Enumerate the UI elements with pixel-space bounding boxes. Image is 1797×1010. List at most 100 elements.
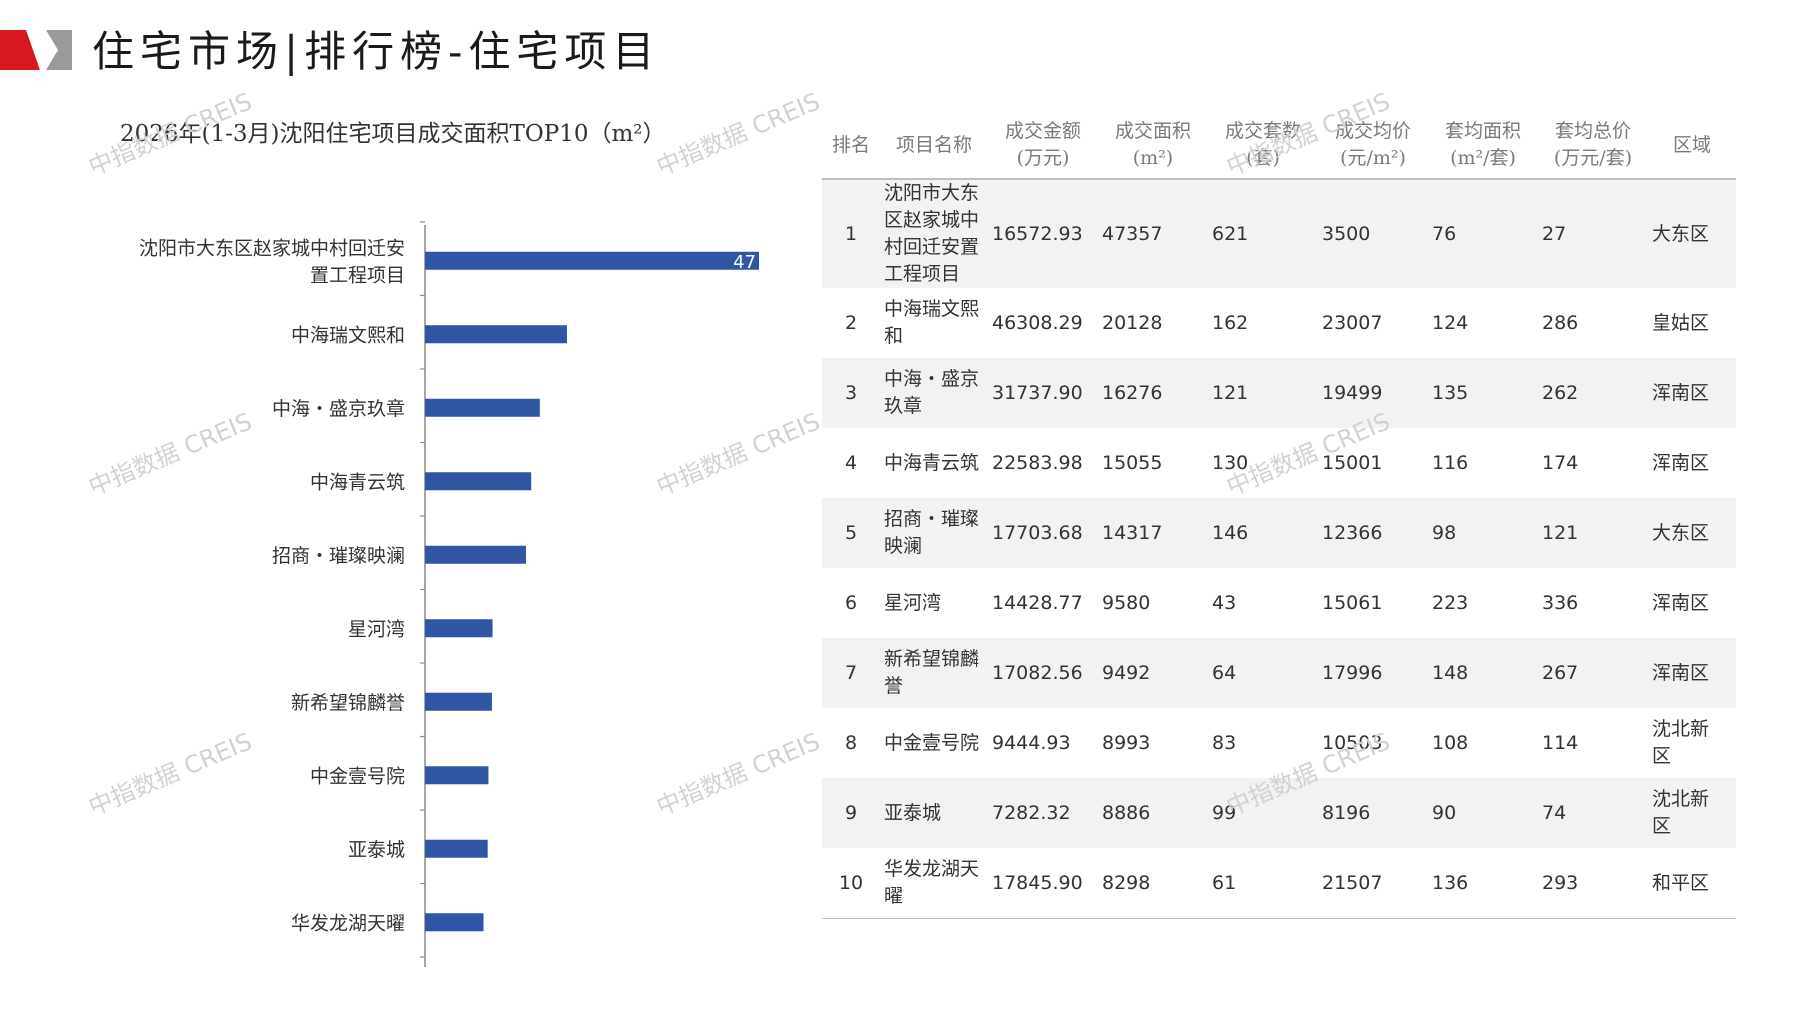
cell-name: 招商・璀璨 映澜 [880,498,988,568]
cell-price: 21507 [1318,848,1428,919]
cell-area: 8993 [1102,732,1151,754]
cell-rank: 4 [844,452,858,474]
cell-rank: 6 [844,592,858,614]
table-row: 10 华发龙湖天曜 17845.90 8298 61 21507 136 293 和平区 [822,848,1736,919]
cell-region: 沈北新区 [1648,778,1736,848]
column-header: 区域 [1648,110,1736,180]
cell-units: 64 [1208,638,1318,708]
cell-avg-area: 108 [1432,732,1469,754]
cell-region: 和平区 [1648,848,1736,919]
category-label: 沈阳市大东区赵家城中村回迁安 [139,237,405,259]
category-label: 华发龙湖天曜 [291,912,405,934]
ranking-table: 排名 项目名称 成交金额 (万元) 成交面积 (m²) 成交套数 (套) 成交均价 (元/m²) 套… [822,110,1736,919]
cell-units: 61 [1208,848,1318,919]
cell-region: 大东区 [1648,179,1736,288]
cell-avg-total: 74 [1538,778,1648,848]
cell-region: 浑南区 [1648,638,1736,708]
cell-area: 14317 [1098,498,1208,568]
cell-units: 162 [1212,312,1249,334]
cell-avg-total: 293 [1538,848,1648,919]
cell-price: 15061 [1322,592,1383,614]
cell-amount: 17703.68 [988,498,1098,568]
column-header: 成交金额 (万元) [988,110,1098,180]
bar-4 [425,472,532,491]
bar-8 [425,766,489,785]
column-header: 排名 [822,110,880,180]
cell-amount: 14428.77 [992,592,1083,614]
cell-name: 中海瑞文熙和 [884,298,980,347]
cell-avg-area: 116 [1432,452,1469,474]
cell-rank: 3 [822,358,880,428]
cell-rank: 10 [822,848,880,919]
cell-avg-total: 262 [1538,358,1648,428]
column-header: 成交套数 (套) [1208,110,1318,180]
cell-region: 沈北新区 [1652,718,1710,767]
cell-price: 10503 [1322,732,1383,754]
cell-name: 星河湾 [884,591,942,614]
cell-name: 华发龙湖天曜 [880,848,988,919]
cell-area: 9580 [1102,592,1151,614]
bar-7 [425,692,492,711]
cell-region: 浑南区 [1652,451,1710,474]
cell-avg-area: 136 [1428,848,1538,919]
cell-name: 中海青云筑 [884,451,980,474]
category-label: 招商・璀璨映澜 [272,545,405,567]
cell-avg-area: 90 [1428,778,1538,848]
table-row: 4 中海青云筑 22583.98 15055 130 15001 116 174 浑南区 [822,428,1736,498]
category-label: 中海青云筑 [310,471,405,493]
cell-avg-total: 114 [1542,732,1579,754]
table-row: 6 星河湾 14428.77 9580 43 15061 223 336 浑南区 [822,568,1736,638]
cell-price: 15001 [1322,452,1383,474]
cell-units: 621 [1208,179,1318,288]
table-row: 3 中海・盛京 玖章 31737.90 16276 121 19499 135 262 浑南区 [822,358,1736,428]
table-header-row: 排名 项目名称 成交金额 (万元) 成交面积 (m²) 成交套数 (套) 成交均价 (元/m²) 套… [822,110,1736,180]
cell-price: 17996 [1318,638,1428,708]
cell-rank: 5 [822,498,880,568]
cell-price: 12366 [1318,498,1428,568]
bar-5 [425,545,526,564]
column-header: 成交面积 (m²) [1098,110,1208,180]
cell-units: 121 [1208,358,1318,428]
cell-rank: 8 [844,732,858,754]
bar-10 [425,913,484,932]
cell-amount: 16572.93 [988,179,1098,288]
cell-avg-area: 98 [1428,498,1538,568]
cell-area: 15055 [1102,452,1163,474]
cell-price: 19499 [1318,358,1428,428]
cell-area: 20128 [1102,312,1163,334]
page-title: 住宅市场|排行榜-住宅项目 [92,27,661,76]
cell-amount: 17845.90 [988,848,1098,919]
cell-price: 23007 [1322,312,1383,334]
cell-region: 皇姑区 [1652,311,1710,334]
cell-area: 8886 [1098,778,1208,848]
chart-title: 2026年(1-3月)沈阳住宅项目成交面积TOP10（m²） [120,121,666,147]
category-label: 中海・盛京玖章 [272,398,405,420]
category-label: 亚泰城 [348,839,405,861]
cell-avg-area: 223 [1432,592,1469,614]
cell-amount: 9444.93 [992,732,1071,754]
cell-region: 浑南区 [1648,358,1736,428]
cell-area: 47357 [1098,179,1208,288]
cell-area: 16276 [1098,358,1208,428]
table-row: 5 招商・璀璨 映澜 17703.68 14317 146 12366 98 121 大东区 [822,498,1736,568]
cell-avg-area: 76 [1428,179,1538,288]
bar-value-label: 47 [733,252,756,273]
cell-units: 146 [1208,498,1318,568]
cell-rank: 2 [844,312,858,334]
cell-units: 43 [1212,592,1237,614]
cell-region: 浑南区 [1652,591,1710,614]
cell-avg-total: 336 [1542,592,1579,614]
category-label: 星河湾 [348,618,405,640]
cell-name: 中金壹号院 [884,731,980,754]
cell-price: 8196 [1318,778,1428,848]
column-header: 套均总价 (万元/套) [1538,110,1648,180]
cell-area: 9492 [1098,638,1208,708]
bar-3 [425,398,540,417]
cell-name: 新希望锦麟誉 [880,638,988,708]
category-label: 中金壹号院 [310,765,405,787]
cell-avg-total: 174 [1542,452,1579,474]
cell-area: 8298 [1098,848,1208,919]
cell-name: 沈阳市大东 区赵家城中 村回迁安置 工程项目 [880,179,988,288]
cell-name: 中海・盛京 玖章 [880,358,988,428]
column-header: 套均面积 (m²/套) [1428,110,1538,180]
